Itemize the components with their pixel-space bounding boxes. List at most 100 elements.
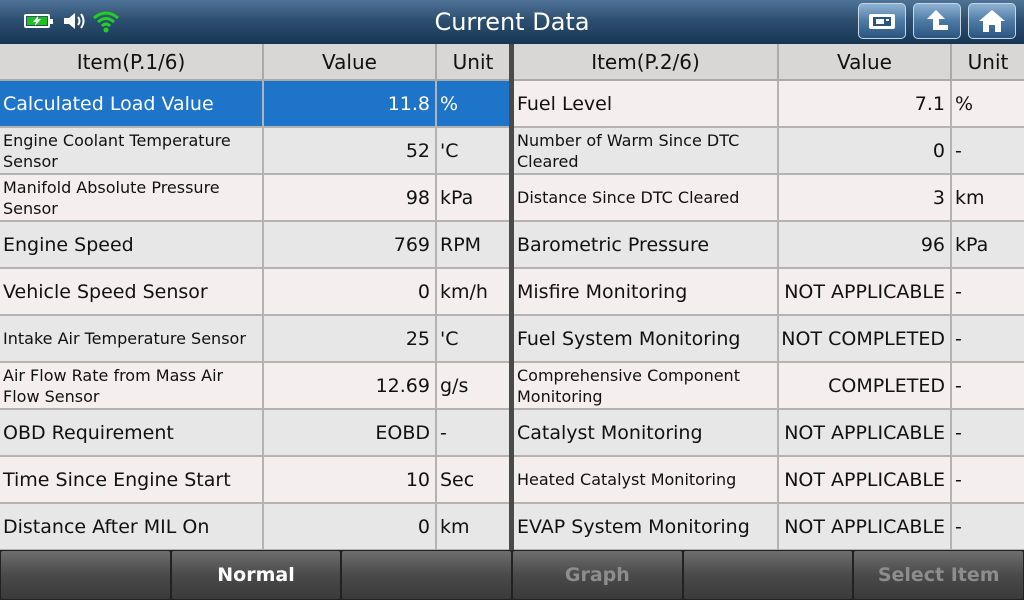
row-item: Misfire Monitoring [514,268,779,316]
row-item: Barometric Pressure [514,221,779,269]
home-button[interactable] [968,3,1016,39]
row-item: Catalyst Monitoring [514,409,779,457]
row-value: COMPLETED [778,362,952,410]
row-unit: g/s [436,362,509,410]
table-row[interactable]: Misfire Monitoring NOT APPLICABLE - [514,268,1024,316]
table-row[interactable]: Distance Since DTC Cleared 3 km [514,174,1024,222]
bottom-button-1[interactable] [1,551,170,599]
bottom-button-5[interactable] [683,551,853,599]
row-value: NOT COMPLETED [778,315,952,363]
row-item: Manifold Absolute Pressure Sensor [0,174,264,222]
table-row[interactable]: Distance After MIL On 0 km [0,503,509,551]
row-value: NOT APPLICABLE [778,268,952,316]
value-column-header: Value [263,44,437,81]
row-item: Distance After MIL On [0,503,264,551]
table-row[interactable]: Time Since Engine Start 10 Sec [0,456,509,504]
row-unit: 'C [436,315,509,363]
table-row[interactable]: Fuel System Monitoring NOT COMPLETED - [514,315,1024,363]
row-value: 98 [263,174,437,222]
table-row[interactable]: Catalyst Monitoring NOT APPLICABLE - [514,409,1024,457]
table-row[interactable]: Intake Air Temperature Sensor 25 'C [0,315,509,363]
row-unit: 'C [436,127,509,175]
row-value: NOT APPLICABLE [778,409,952,457]
row-value: 12.69 [263,362,437,410]
row-item: Air Flow Rate from Mass Air Flow Sensor [0,362,264,410]
row-item: Distance Since DTC Cleared [514,174,779,222]
right-data-panel: Item(P.2/6) Value Unit Fuel Level 7.1 % … [514,44,1024,551]
row-value: 0 [263,268,437,316]
row-unit: - [951,456,1024,504]
row-item: OBD Requirement [0,409,264,457]
row-item: Comprehensive Component Monitoring [514,362,779,410]
row-value: 769 [263,221,437,269]
row-item: Time Since Engine Start [0,456,264,504]
back-arrow-icon [927,10,948,30]
row-value: NOT APPLICABLE [778,456,952,504]
row-value: NOT APPLICABLE [778,503,952,551]
row-unit: kPa [436,174,509,222]
print-button[interactable] [858,3,906,39]
row-value: 7.1 [778,80,952,128]
table-row[interactable]: Air Flow Rate from Mass Air Flow Sensor … [0,362,509,410]
row-unit: Sec [436,456,509,504]
row-unit: RPM [436,221,509,269]
bottom-toolbar: Normal Graph Select Item [0,550,1024,600]
unit-column-header: Unit [436,44,509,81]
table-row[interactable]: EVAP System Monitoring NOT APPLICABLE - [514,503,1024,551]
row-unit: - [951,127,1024,175]
table-row[interactable]: Engine Speed 769 RPM [0,221,509,269]
table-row[interactable]: Vehicle Speed Sensor 0 km/h [0,268,509,316]
table-row[interactable]: Engine Coolant Temperature Sensor 52 'C [0,127,509,175]
row-value: EOBD [263,409,437,457]
table-row[interactable]: Heated Catalyst Monitoring NOT APPLICABL… [514,456,1024,504]
table-row[interactable]: Manifold Absolute Pressure Sensor 98 kPa [0,174,509,222]
row-value: 0 [778,127,952,175]
row-unit: - [951,409,1024,457]
right-data-table: Item(P.2/6) Value Unit Fuel Level 7.1 % … [514,44,1024,551]
table-row[interactable]: Fuel Level 7.1 % [514,80,1024,128]
wifi-icon [93,11,119,33]
table-row[interactable]: Number of Warm Since DTC Cleared 0 - [514,127,1024,175]
row-item: Intake Air Temperature Sensor [0,315,264,363]
row-item: Engine Coolant Temperature Sensor [0,127,264,175]
unit-column-header: Unit [951,44,1024,81]
item-column-header: Item(P.1/6) [0,44,264,81]
table-row[interactable]: Calculated Load Value 11.8 % [0,80,509,128]
row-item: Number of Warm Since DTC Cleared [514,127,779,175]
select-item-button[interactable]: Select Item [854,551,1024,599]
row-value: 3 [778,174,952,222]
row-unit: km [951,174,1024,222]
page-title: Current Data [434,8,590,36]
speaker-icon [64,13,85,29]
row-unit: - [951,503,1024,551]
table-row[interactable]: Comprehensive Component Monitoring COMPL… [514,362,1024,410]
graph-button[interactable]: Graph [513,551,682,599]
row-value: 10 [263,456,437,504]
row-value: 52 [263,127,437,175]
item-column-header: Item(P.2/6) [514,44,779,81]
left-data-table: Item(P.1/6) Value Unit Calculated Load V… [0,44,509,551]
row-unit: - [951,268,1024,316]
row-item: Calculated Load Value [0,80,264,128]
home-icon [979,10,1005,32]
row-unit: - [436,409,509,457]
table-row[interactable]: Barometric Pressure 96 kPa [514,221,1024,269]
row-item: EVAP System Monitoring [514,503,779,551]
table-row[interactable]: OBD Requirement EOBD - [0,409,509,457]
row-unit: % [436,80,509,128]
battery-charging-icon [24,14,53,28]
bottom-button-3[interactable] [342,551,512,599]
row-unit: % [951,80,1024,128]
row-item: Vehicle Speed Sensor [0,268,264,316]
row-item: Fuel System Monitoring [514,315,779,363]
value-column-header: Value [778,44,952,81]
row-item: Heated Catalyst Monitoring [514,456,779,504]
row-unit: - [951,315,1024,363]
panel-divider [509,44,514,550]
row-value: 25 [263,315,437,363]
row-value: 96 [778,221,952,269]
row-item: Engine Speed [0,221,264,269]
status-icons [24,10,120,33]
normal-button[interactable]: Normal [171,551,341,599]
back-button[interactable] [913,3,961,39]
